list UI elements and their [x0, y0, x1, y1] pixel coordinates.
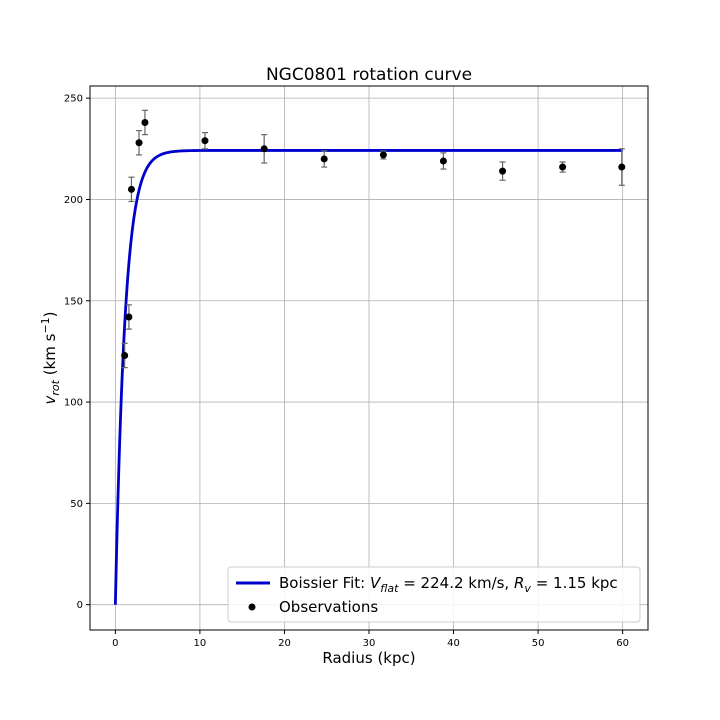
legend-observations-label: Observations — [279, 598, 378, 616]
observation-point — [125, 313, 133, 321]
observation-point — [201, 137, 209, 145]
x-tick-label: 60 — [616, 638, 629, 649]
y-axis-label-symbol: v — [41, 395, 59, 405]
x-tick-label: 40 — [447, 638, 460, 649]
observation-point — [320, 155, 328, 163]
observation-point — [127, 185, 135, 193]
y-axis-label-unit: (km s — [41, 333, 59, 380]
chart-title: NGC0801 rotation curve — [266, 65, 472, 85]
x-tick-label: 30 — [363, 638, 376, 649]
y-axis-label-subscript: rot — [49, 379, 62, 395]
y-axis-label-superscript: −1 — [39, 317, 52, 333]
legend-fit-vflat-value: = 224.2 km/s, — [398, 574, 514, 592]
y-tick-label: 200 — [64, 195, 83, 206]
legend-fit-vflat-subscript: flat — [380, 582, 399, 595]
fit-curve — [113, 149, 623, 605]
legend-observations-marker — [248, 603, 256, 611]
observation-point — [141, 118, 149, 126]
observation-point — [439, 157, 447, 165]
legend-fit-prefix: Boissier Fit: — [279, 574, 370, 592]
legend-fit-rv-value: = 1.15 kpc — [531, 574, 618, 592]
y-axis-label-close: ) — [41, 311, 59, 317]
x-tick-label: 50 — [532, 638, 545, 649]
x-tick-label: 10 — [194, 638, 207, 649]
y-axis-label: vrot (km s−1) — [39, 311, 62, 404]
plot-series — [113, 109, 626, 605]
y-tick-label: 100 — [64, 398, 83, 409]
observation-point — [559, 163, 567, 171]
x-tick-label: 20 — [278, 638, 291, 649]
observation-point — [618, 163, 626, 171]
x-tick-label: 0 — [112, 638, 118, 649]
legend-fit-vflat-symbol: V — [370, 574, 382, 592]
legend-fit-rv-symbol: R — [514, 574, 524, 592]
grid — [90, 86, 648, 630]
observation-point — [260, 145, 268, 153]
y-tick-label: 150 — [64, 296, 83, 307]
observation-point — [379, 151, 387, 159]
axis-ticks: 0 10 20 30 40 50 60 0 50 100 150 200 250 — [64, 94, 629, 649]
x-axis-label: Radius (kpc) — [322, 649, 415, 667]
y-tick-label: 0 — [77, 600, 83, 611]
observation-point — [499, 167, 507, 175]
y-tick-label: 50 — [70, 499, 83, 510]
y-tick-label: 250 — [64, 94, 83, 105]
legend-fit-rv-subscript: v — [524, 582, 531, 595]
observation-point — [135, 139, 143, 147]
legend-box — [227, 566, 641, 623]
observation-point — [121, 351, 129, 359]
legend: Boissier Fit: Vflat = 224.2 km/s, Rv = 1… — [227, 566, 641, 623]
legend-fit-label: Boissier Fit: Vflat = 224.2 km/s, Rv = 1… — [279, 574, 618, 595]
